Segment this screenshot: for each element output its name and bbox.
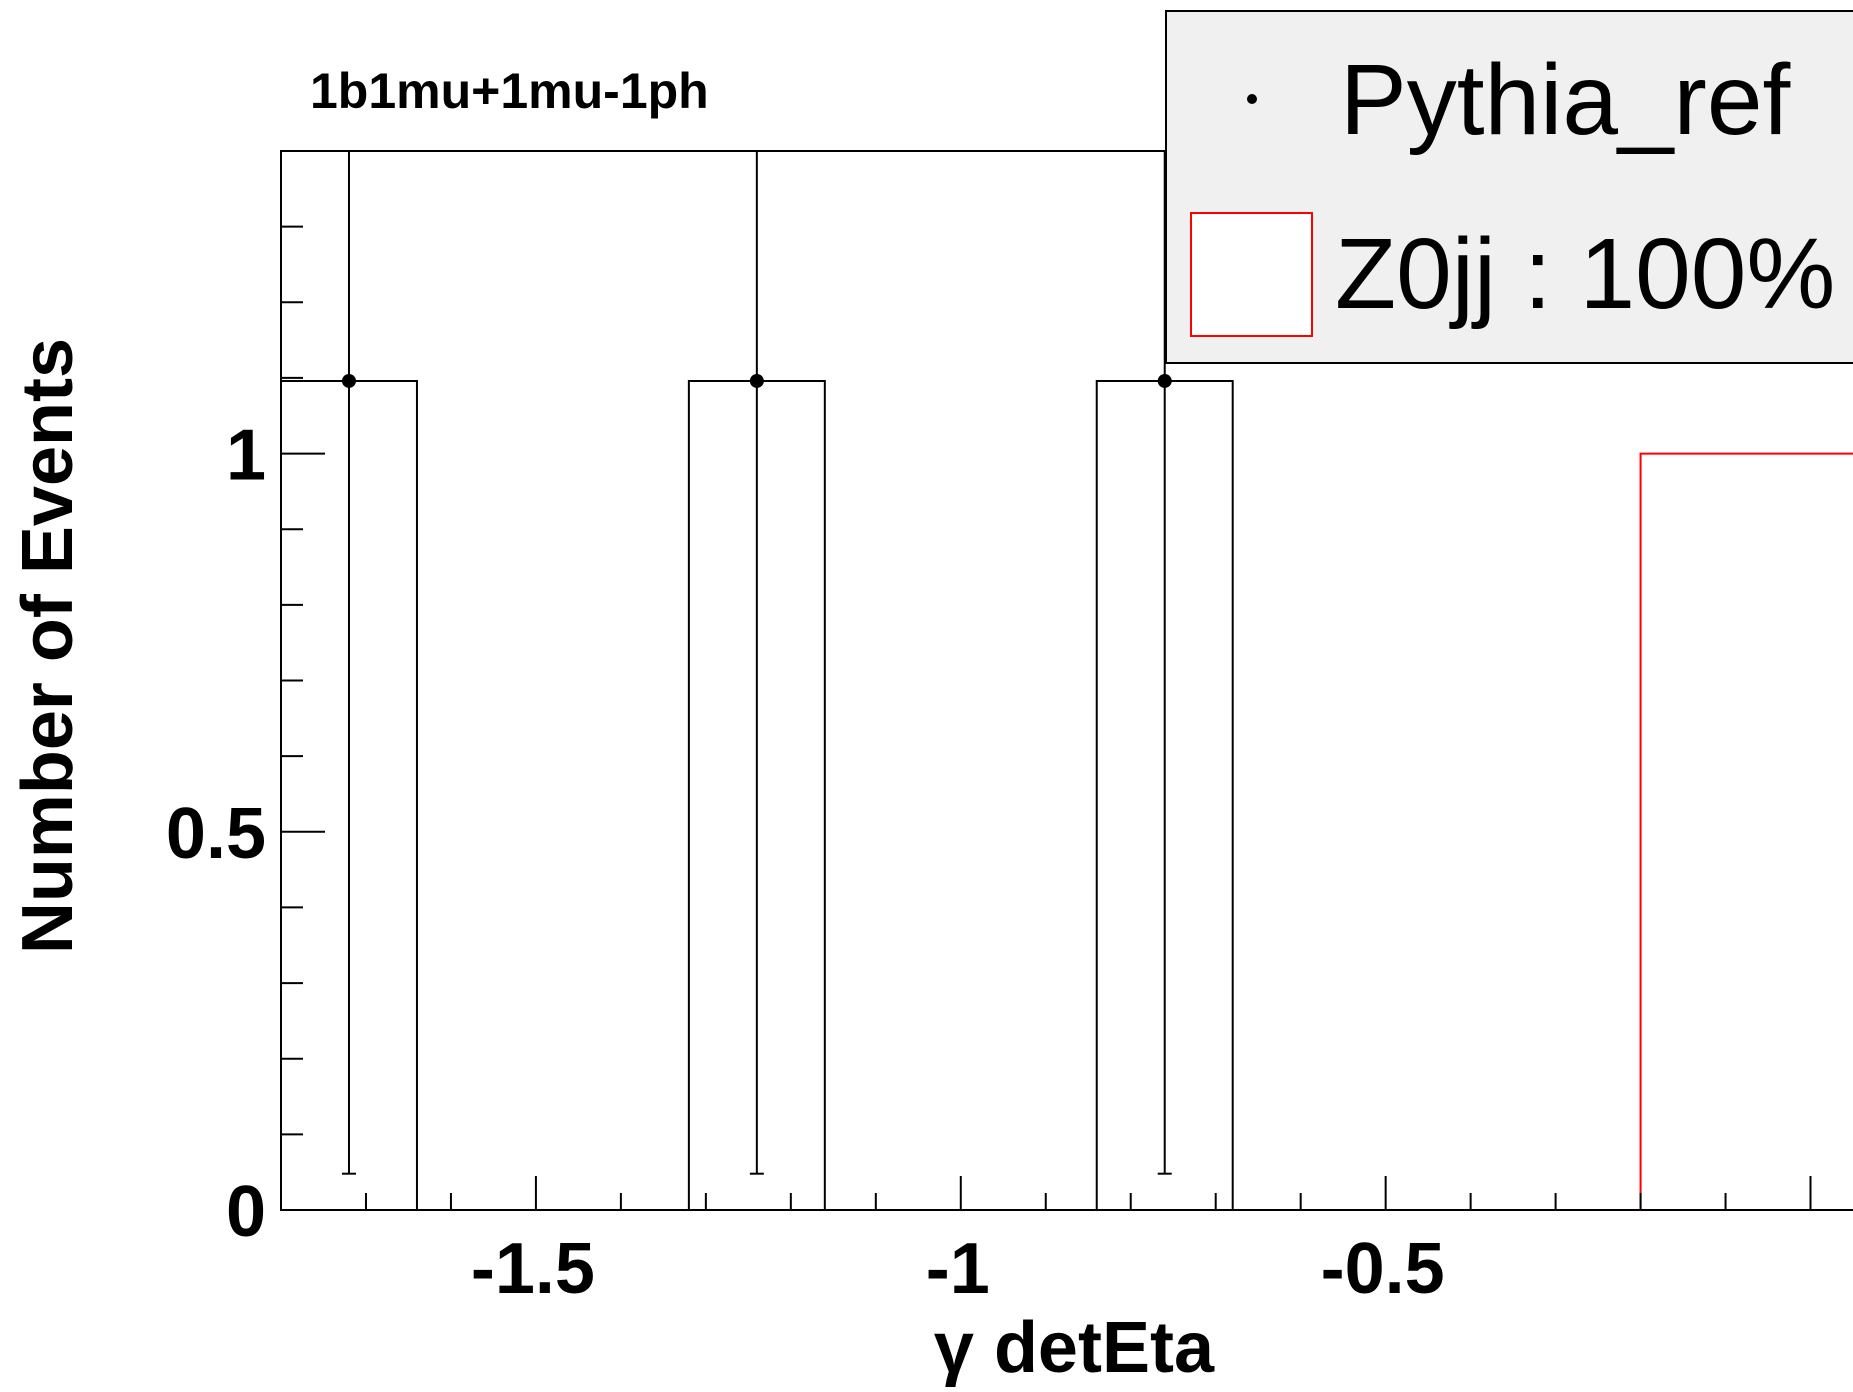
y-tick-label: 1 bbox=[226, 416, 266, 496]
legend-label-pythia-ref: Pythia_ref bbox=[1340, 44, 1790, 156]
x-tick-label: -0.5 bbox=[1321, 1229, 1445, 1309]
legend-label-z0jj: Z0jj : 100% bbox=[1335, 218, 1835, 330]
y-axis-title: Number of Events bbox=[8, 338, 88, 954]
legend-marker-z0jj bbox=[1190, 212, 1313, 337]
x-tick-label: -1.5 bbox=[471, 1229, 595, 1309]
y-tick-label: 0.5 bbox=[166, 794, 266, 874]
pythia-ref-points bbox=[341, 151, 1172, 1175]
z0jj-bin-0 bbox=[1639, 452, 1853, 1210]
z0jj-histogram bbox=[281, 452, 1853, 1211]
y-axis-ticks bbox=[281, 150, 325, 1211]
y-axis-tick-labels: 00.51 bbox=[166, 416, 266, 1252]
x-axis-title: γ detEta bbox=[934, 1308, 1215, 1388]
y-tick-label: 0 bbox=[226, 1172, 266, 1252]
pythia-ref-point-0 bbox=[341, 373, 356, 388]
legend: Pythia_ref Z0jj : 100% bbox=[1165, 10, 1853, 364]
x-tick-label: -1 bbox=[926, 1229, 990, 1309]
pythia-ref-point-1 bbox=[749, 373, 764, 388]
legend-marker-pythia-ref bbox=[1247, 94, 1257, 104]
x-axis-tick-labels: -1.5 -1 -0.5 bbox=[471, 1229, 1445, 1309]
x-axis-ticks bbox=[280, 1176, 1812, 1210]
chart-title: 1b1mu+1mu-1ph bbox=[310, 63, 709, 119]
pythia-ref-point-2 bbox=[1157, 373, 1172, 388]
